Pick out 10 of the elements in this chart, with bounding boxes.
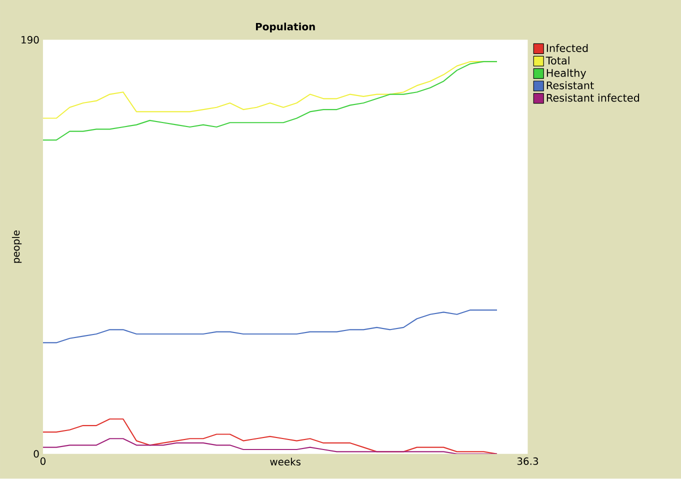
x-axis-title: weeks — [270, 458, 301, 466]
legend-label: Healthy — [546, 68, 586, 80]
chart-title: Population — [256, 22, 315, 32]
legend-label: Resistant — [546, 81, 594, 90]
y-tick-label: 190 — [22, 36, 39, 44]
legend-label: Infected — [546, 44, 588, 52]
y-axis-title: people — [12, 230, 22, 263]
legend-label: Total — [546, 56, 570, 65]
legend-label: Resistant infected — [546, 94, 640, 102]
x-tick-label: 36.3 — [517, 457, 538, 466]
